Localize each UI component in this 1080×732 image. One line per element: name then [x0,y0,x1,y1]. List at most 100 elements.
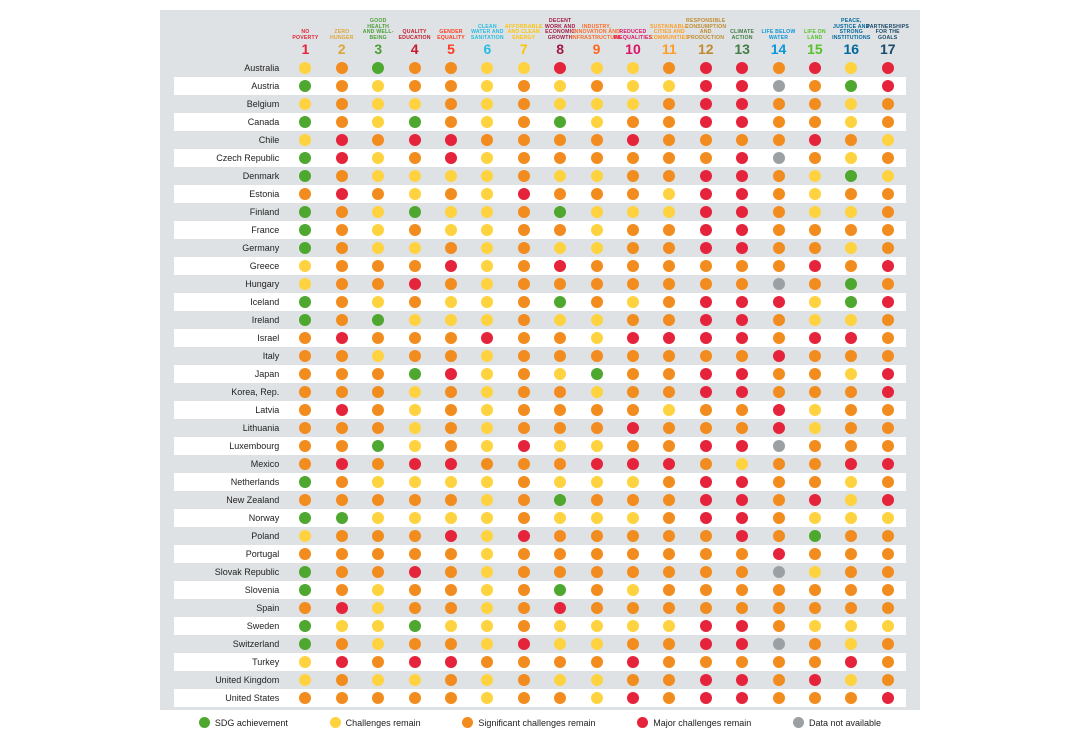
status-cell [833,581,869,599]
status-dot [700,98,712,110]
status-cell [396,383,432,401]
status-dot [700,656,712,668]
status-cell [724,311,760,329]
status-dot [663,422,675,434]
status-cell [760,455,796,473]
status-dot [518,494,530,506]
status-dot [372,440,384,452]
status-cell [542,59,578,77]
status-dot [336,152,348,164]
status-dot [518,548,530,560]
status-cell [797,185,833,203]
status-cell [469,617,505,635]
status-cell [396,131,432,149]
status-cell [760,239,796,257]
status-cell [433,437,469,455]
goal-title: QUALITY EDUCATION [396,18,432,42]
status-cell [469,365,505,383]
status-dot [481,62,493,74]
status-dot [554,170,566,182]
status-cell [360,689,396,707]
status-dot [663,152,675,164]
status-dot [773,638,785,650]
status-dot [700,296,712,308]
status-cell [506,185,542,203]
status-dot [481,350,493,362]
status-dot [809,512,821,524]
status-dot [336,494,348,506]
status-dot [627,242,639,254]
status-cell [833,563,869,581]
status-dot [663,80,675,92]
status-cell [651,455,687,473]
status-cell [433,491,469,509]
status-cell [615,221,651,239]
status-dot [409,440,421,452]
status-dot [372,674,384,686]
status-cell [651,329,687,347]
status-cell [324,203,360,221]
country-label: Ireland [174,311,287,329]
status-cell [760,401,796,419]
status-cell [688,527,724,545]
status-dot [445,368,457,380]
status-dot [845,638,857,650]
status-dot [809,188,821,200]
status-dot [700,548,712,560]
status-dot [591,206,603,218]
status-dot [409,314,421,326]
status-dot [591,584,603,596]
goal-header-7: AFFORDABLE AND CLEAN ENERGY7 [506,18,542,59]
status-dot [663,440,675,452]
status-cell [760,293,796,311]
status-dot [627,404,639,416]
status-cell [506,59,542,77]
status-dot [663,134,675,146]
status-dot [554,458,566,470]
status-cell [469,167,505,185]
status-dot [409,206,421,218]
status-dot [299,656,311,668]
status-dot [627,602,639,614]
status-cell [578,113,614,131]
status-dot [299,278,311,290]
country-label: Portugal [174,545,287,563]
status-cell [287,95,323,113]
status-cell [615,455,651,473]
status-dot [299,188,311,200]
goal-title: CLIMATE ACTION [724,18,760,42]
status-dot [299,368,311,380]
status-cell [542,365,578,383]
country-label: Slovenia [174,581,287,599]
status-dot [591,566,603,578]
status-dot [518,332,530,344]
status-dot [700,260,712,272]
status-cell [360,95,396,113]
status-dot [372,170,384,182]
status-cell [869,77,906,95]
status-cell [360,77,396,95]
status-cell [542,221,578,239]
status-cell [360,329,396,347]
status-dot [299,494,311,506]
status-dot [481,530,493,542]
goal-number: 5 [433,42,469,59]
status-cell [615,275,651,293]
status-cell [360,563,396,581]
status-cell [324,635,360,653]
status-dot [773,188,785,200]
status-cell [760,131,796,149]
status-cell [506,653,542,671]
status-cell [360,419,396,437]
status-cell [760,311,796,329]
status-cell [651,131,687,149]
status-cell [542,275,578,293]
status-cell [396,221,432,239]
status-cell [833,617,869,635]
status-dot [773,62,785,74]
status-cell [688,113,724,131]
status-cell [797,455,833,473]
status-cell [869,437,906,455]
status-cell [287,113,323,131]
status-dot [591,512,603,524]
